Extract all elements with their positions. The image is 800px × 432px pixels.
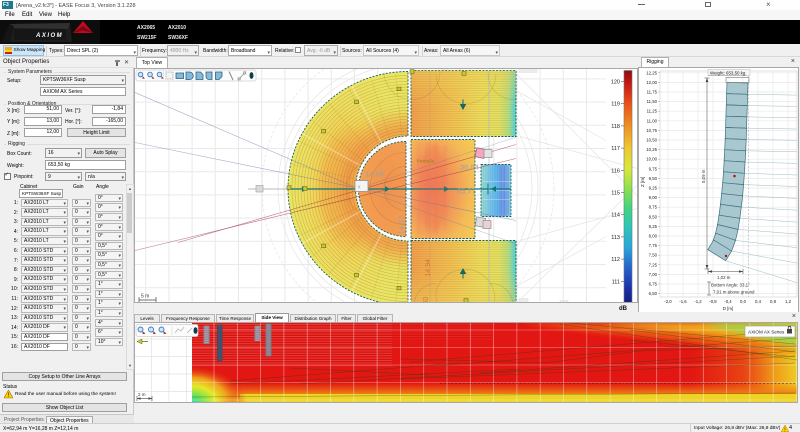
svg-text:1,2: 1,2 xyxy=(785,299,792,304)
svg-text:x: x xyxy=(358,185,361,191)
svg-text:D [m]: D [m] xyxy=(723,306,733,311)
svg-text:7,25: 7,25 xyxy=(649,262,658,267)
svg-text:5 m: 5 m xyxy=(141,294,149,300)
svg-text:!: ! xyxy=(8,393,10,399)
svg-text:111: 111 xyxy=(612,279,620,285)
svg-text:8,00: 8,00 xyxy=(649,234,658,239)
svg-text:11,00: 11,00 xyxy=(647,118,658,123)
svg-text:65,77: 65,77 xyxy=(457,187,476,196)
svg-text:Bottom Angle: 33,1°: Bottom Angle: 33,1° xyxy=(711,283,750,288)
svg-text:11,75: 11,75 xyxy=(647,90,658,95)
svg-text:Z [m]: Z [m] xyxy=(640,177,645,187)
svg-text:10,50: 10,50 xyxy=(646,138,657,143)
svg-text:114: 114 xyxy=(611,213,620,219)
svg-text:116: 116 xyxy=(611,168,620,174)
svg-text:120: 120 xyxy=(611,80,620,86)
svg-text:118: 118 xyxy=(611,124,620,130)
svg-text:-0,8: -0,8 xyxy=(709,299,717,304)
svg-text:5,09 m: 5,09 m xyxy=(701,169,706,183)
svg-text:10,75: 10,75 xyxy=(646,128,657,133)
svg-text:14,94: 14,94 xyxy=(425,259,432,277)
svg-text:12,25: 12,25 xyxy=(646,70,657,75)
svg-text:112: 112 xyxy=(611,257,620,263)
svg-text:9,50: 9,50 xyxy=(649,176,658,181)
svg-text:1,02 m: 1,02 m xyxy=(717,275,731,280)
svg-text:9,25: 9,25 xyxy=(649,186,658,191)
svg-text:7,00: 7,00 xyxy=(649,272,658,277)
svg-text:12,00: 12,00 xyxy=(646,80,657,85)
svg-text:10,00: 10,00 xyxy=(646,157,657,162)
svg-text:-0,4: -0,4 xyxy=(724,299,732,304)
svg-text:11,25: 11,25 xyxy=(647,109,658,114)
svg-text:113: 113 xyxy=(611,235,620,241)
svg-text:9,00: 9,00 xyxy=(649,195,658,200)
svg-text:8,25: 8,25 xyxy=(649,224,658,229)
svg-text:7,75: 7,75 xyxy=(649,243,658,248)
svg-text:!: ! xyxy=(784,427,785,432)
svg-text:2 m: 2 m xyxy=(138,392,146,397)
svg-text:0,8: 0,8 xyxy=(770,299,777,304)
svg-text:6,50: 6,50 xyxy=(649,291,658,296)
svg-text:119: 119 xyxy=(611,102,620,108)
svg-text:0,4: 0,4 xyxy=(755,299,762,304)
svg-text:10,25: 10,25 xyxy=(646,147,657,152)
svg-text:11,50: 11,50 xyxy=(647,99,658,104)
svg-text:36,84: 36,84 xyxy=(460,163,479,172)
svg-text:0,0: 0,0 xyxy=(740,299,747,304)
svg-text:AXIOM AX Series: AXIOM AX Series xyxy=(748,330,785,335)
svg-text:-2,0: -2,0 xyxy=(664,299,672,304)
svg-text:9,75: 9,75 xyxy=(649,166,658,171)
svg-text:-1,6: -1,6 xyxy=(679,299,687,304)
svg-text:115: 115 xyxy=(611,191,620,197)
svg-text:117: 117 xyxy=(611,146,620,152)
svg-text:7,01 m above ground: 7,01 m above ground xyxy=(713,290,755,295)
svg-text:8,50: 8,50 xyxy=(649,214,658,219)
svg-text:50: 50 xyxy=(423,297,430,302)
svg-text:6,75: 6,75 xyxy=(649,282,658,287)
svg-text:-1,2: -1,2 xyxy=(694,299,702,304)
svg-text:7,50: 7,50 xyxy=(649,253,658,258)
svg-text:14,58: 14,58 xyxy=(365,170,384,179)
svg-text:8,75: 8,75 xyxy=(649,205,658,210)
svg-text:Weight: 653,50 kg: Weight: 653,50 kg xyxy=(710,70,746,75)
svg-text:Pantalla: Pantalla xyxy=(417,159,435,164)
svg-text:14,57: 14,57 xyxy=(397,216,406,235)
